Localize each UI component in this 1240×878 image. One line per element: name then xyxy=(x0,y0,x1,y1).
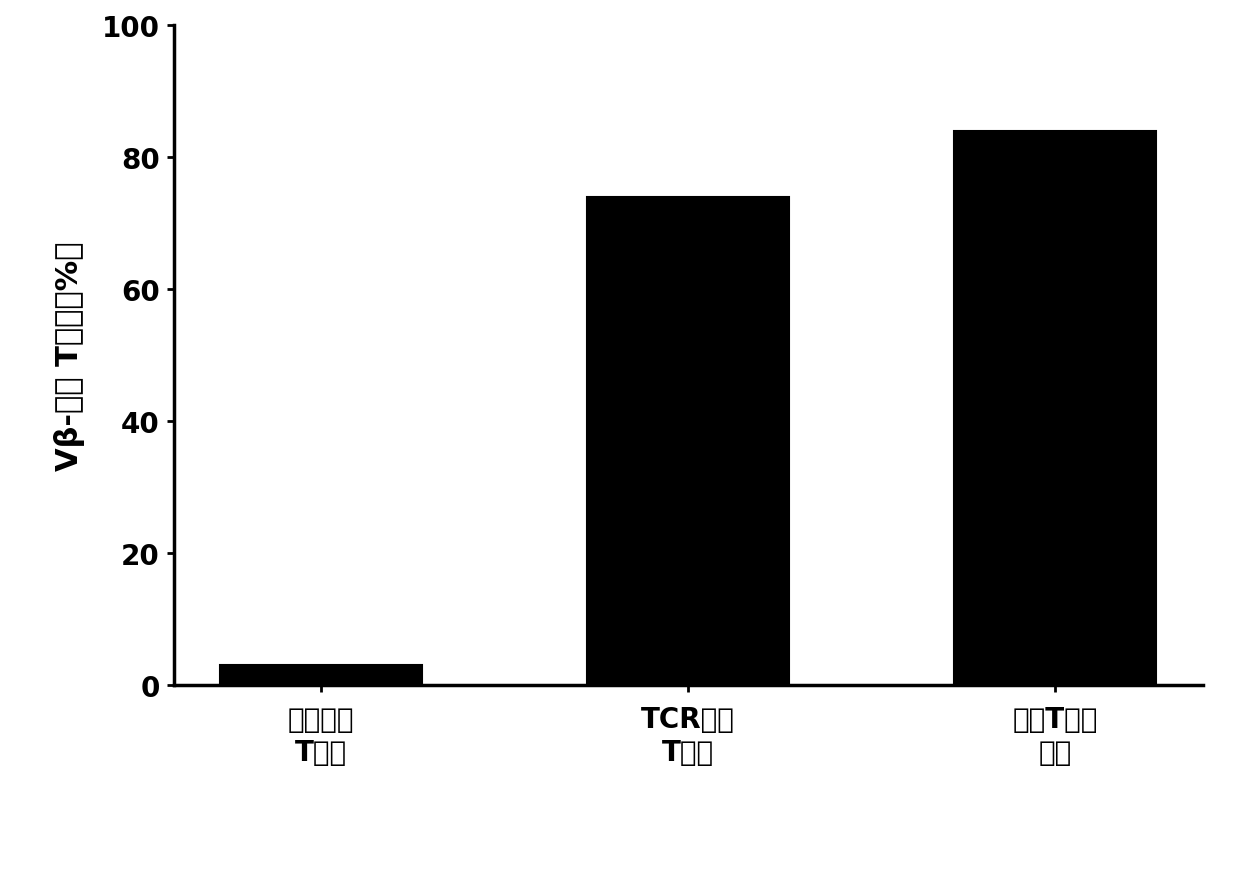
Y-axis label: Vβ-阳性 T细胞（%）: Vβ-阳性 T细胞（%） xyxy=(55,241,86,471)
Bar xyxy=(221,666,422,685)
Bar xyxy=(955,132,1156,685)
Bar xyxy=(588,198,789,685)
